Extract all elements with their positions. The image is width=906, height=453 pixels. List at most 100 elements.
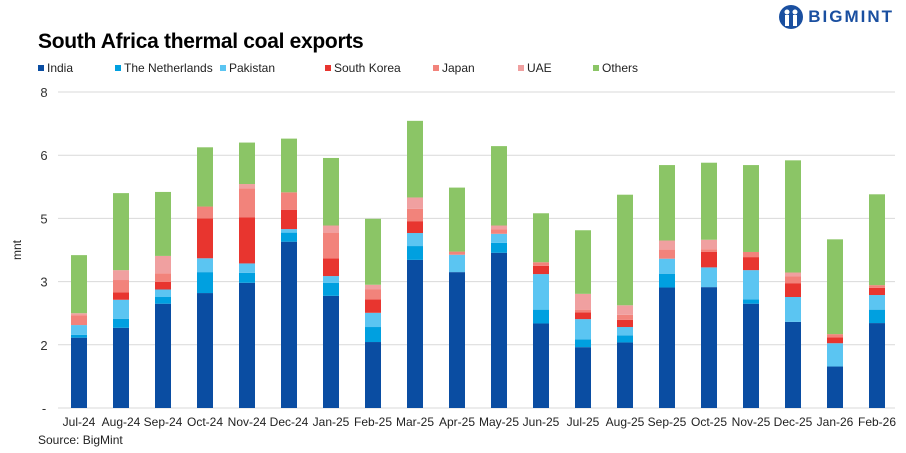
- bar-japan: [323, 232, 339, 259]
- bar-pakistan: [365, 312, 381, 328]
- bar-japan: [113, 280, 129, 293]
- bar-south-korea: [701, 251, 717, 268]
- bar-the-netherlands: [155, 297, 171, 304]
- bar-pakistan: [323, 276, 339, 283]
- bar-uae: [659, 240, 675, 250]
- y-tick-label: 2: [40, 338, 47, 353]
- bar-pakistan: [785, 297, 801, 322]
- legend-label: India: [47, 61, 74, 75]
- bar-the-netherlands: [365, 327, 381, 343]
- bar-india: [71, 337, 87, 408]
- legend-item-uae: UAE: [518, 61, 593, 75]
- bar-pakistan: [869, 295, 885, 310]
- bar-india: [827, 366, 843, 408]
- bar-uae: [491, 225, 507, 230]
- bar-india: [197, 293, 213, 408]
- bar-pakistan: [155, 289, 171, 298]
- bar-others: [743, 165, 759, 252]
- bar-pakistan: [113, 299, 129, 319]
- bar-uae: [407, 197, 423, 209]
- bar-others: [155, 191, 171, 256]
- x-tick-label: Nov-24: [228, 415, 267, 429]
- bar-the-netherlands: [533, 309, 549, 324]
- legend-item-south-korea: South Korea: [325, 61, 433, 75]
- legend-swatch: [518, 65, 524, 71]
- bar-others: [449, 187, 465, 252]
- bar-others: [575, 230, 591, 294]
- bar-pakistan: [743, 270, 759, 300]
- x-tick-label: Feb-25: [354, 415, 392, 429]
- bar-pakistan: [491, 233, 507, 243]
- x-tick-label: Aug-24: [102, 415, 141, 429]
- bar-india: [407, 259, 423, 408]
- x-tick-label: Jan-26: [817, 415, 854, 429]
- bar-pakistan: [281, 229, 297, 233]
- bar-others: [365, 218, 381, 285]
- bar-south-korea: [239, 217, 255, 264]
- bar-india: [323, 295, 339, 408]
- legend-swatch: [325, 65, 331, 71]
- legend-label: South Korea: [334, 61, 401, 75]
- bar-the-netherlands: [575, 339, 591, 348]
- bar-india: [533, 323, 549, 408]
- bar-japan: [701, 249, 717, 252]
- bar-the-netherlands: [281, 232, 297, 242]
- bar-south-korea: [785, 283, 801, 298]
- bar-south-korea: [827, 337, 843, 344]
- bar-india: [365, 342, 381, 408]
- bar-pakistan: [701, 267, 717, 288]
- bar-south-korea: [113, 292, 129, 300]
- legend-label: The Netherlands: [124, 61, 213, 75]
- bar-the-netherlands: [743, 299, 759, 304]
- bar-south-korea: [365, 299, 381, 313]
- bar-india: [701, 287, 717, 408]
- bar-the-netherlands: [491, 242, 507, 253]
- bar-japan: [869, 285, 885, 288]
- bar-japan: [659, 249, 675, 259]
- bar-japan: [491, 229, 507, 234]
- bigmint-logo: BIGMINT: [778, 4, 894, 30]
- bar-pakistan: [239, 263, 255, 273]
- x-tick-label: Oct-24: [187, 415, 223, 429]
- bar-others: [407, 120, 423, 198]
- bar-india: [575, 347, 591, 408]
- bar-pakistan: [71, 325, 87, 335]
- bar-pakistan: [617, 327, 633, 336]
- bar-pakistan: [827, 343, 843, 367]
- bar-japan: [617, 314, 633, 320]
- bar-japan: [365, 289, 381, 300]
- bar-others: [323, 157, 339, 226]
- legend-item-others: Others: [593, 61, 673, 75]
- bar-others: [491, 146, 507, 226]
- x-tick-label: Nov-25: [732, 415, 771, 429]
- x-tick-label: Jul-24: [63, 415, 96, 429]
- bar-pakistan: [449, 254, 465, 273]
- bar-japan: [155, 273, 171, 282]
- bar-south-korea: [869, 287, 885, 296]
- bar-japan: [407, 208, 423, 222]
- bar-south-korea: [281, 209, 297, 230]
- legend-swatch: [433, 65, 439, 71]
- bar-others: [785, 160, 801, 273]
- legend-swatch: [115, 65, 121, 71]
- bar-uae: [155, 255, 171, 274]
- bar-others: [617, 194, 633, 306]
- y-tick-label: 6: [40, 148, 47, 163]
- bar-others: [827, 239, 843, 335]
- x-tick-label: Dec-25: [774, 415, 813, 429]
- bar-the-netherlands: [659, 273, 675, 288]
- legend-item-the-netherlands: The Netherlands: [115, 61, 220, 75]
- bar-japan: [827, 334, 843, 338]
- bar-uae: [239, 184, 255, 189]
- bar-others: [239, 142, 255, 185]
- x-tick-label: Dec-24: [270, 415, 309, 429]
- y-tick-label: 3: [40, 275, 47, 290]
- bar-uae: [71, 313, 87, 316]
- bar-pakistan: [197, 258, 213, 273]
- bar-others: [197, 147, 213, 207]
- bar-japan: [239, 188, 255, 218]
- bar-india: [869, 323, 885, 408]
- bar-the-netherlands: [197, 272, 213, 294]
- bar-others: [659, 165, 675, 241]
